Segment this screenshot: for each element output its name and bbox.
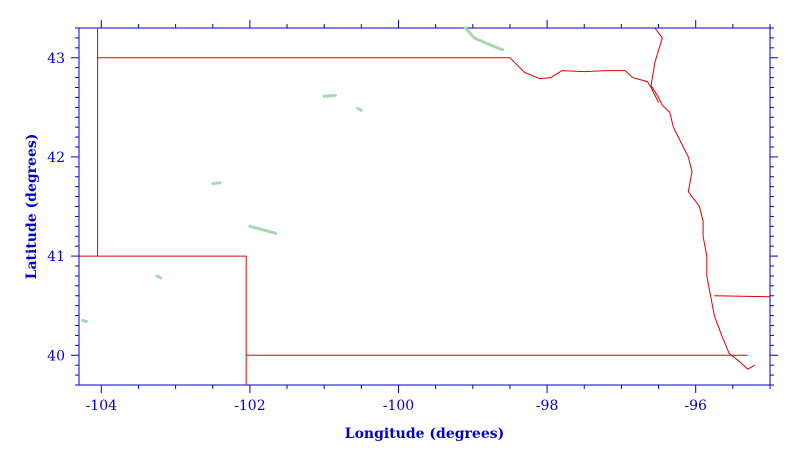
small-lake-2 bbox=[155, 274, 163, 280]
missouri-river-upper bbox=[509, 57, 659, 103]
tick-label-layer: -104 -102 -100 -98 -96 40 41 42 43 bbox=[47, 51, 707, 414]
y-axis-title: Latitude (degrees) bbox=[24, 134, 40, 280]
y-tick-label: 42 bbox=[47, 150, 65, 166]
x-tick-label: -98 bbox=[536, 398, 559, 414]
small-lake-3 bbox=[81, 319, 88, 323]
missouri-river-east bbox=[661, 104, 756, 370]
y-tick-label: 41 bbox=[47, 249, 65, 265]
colorado-north-border bbox=[79, 255, 247, 385]
x-tick-label: -102 bbox=[234, 398, 265, 414]
water-layer bbox=[81, 26, 504, 323]
small-lake-5 bbox=[356, 106, 363, 112]
y-tick-label: 43 bbox=[47, 51, 65, 67]
y-tick-label: 40 bbox=[47, 348, 65, 364]
big-sioux-border bbox=[650, 27, 663, 106]
x-tick-label: -104 bbox=[86, 398, 118, 414]
x-axis-title: Longitude (degrees) bbox=[345, 426, 505, 442]
border-layer bbox=[79, 27, 771, 385]
small-lake-4 bbox=[211, 181, 222, 186]
plot-frame bbox=[78, 27, 771, 386]
lewis-clark-lake bbox=[463, 26, 504, 52]
x-tick-label: -100 bbox=[383, 398, 414, 414]
small-lake-1 bbox=[322, 93, 337, 98]
lake-mcconaughy bbox=[248, 224, 278, 235]
tick-layer bbox=[71, 20, 778, 393]
x-tick-label: -96 bbox=[684, 398, 707, 414]
iowa-missouri-border bbox=[714, 295, 771, 298]
